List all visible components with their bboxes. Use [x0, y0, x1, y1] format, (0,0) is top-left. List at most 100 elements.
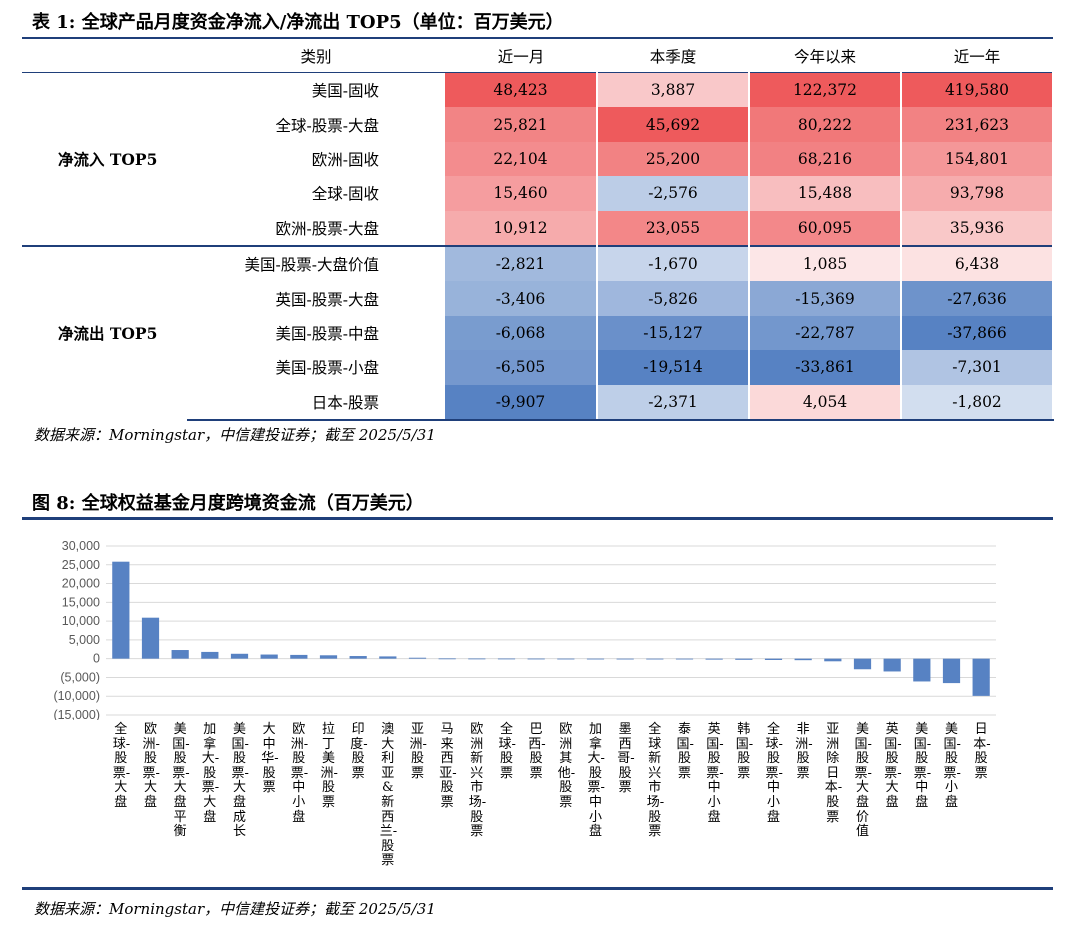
header-category: 类别: [187, 39, 445, 73]
bar: [408, 657, 427, 659]
category-cell: 日本-股票: [187, 384, 445, 421]
chart-gridlines: [106, 545, 996, 716]
category-cell: 欧洲-股票-大盘: [275, 219, 379, 238]
bar: [646, 658, 664, 660]
x-tick-label: 巴西-股票: [528, 722, 546, 781]
y-tick-label: 10,000: [62, 614, 100, 628]
value-cell: -1,670: [597, 244, 750, 282]
value-cell: -15,127: [597, 315, 750, 351]
header-quarter: 本季度: [597, 39, 749, 73]
bar: [141, 617, 160, 659]
y-tick-label: 30,000: [62, 539, 100, 553]
bar: [527, 658, 545, 660]
value-cell: -2,371: [597, 384, 750, 421]
x-tick-label: 英国-股票-中小盘: [706, 722, 724, 825]
value-cell: 25,821: [445, 107, 598, 142]
chart-bars: [112, 561, 990, 696]
value-cell: -27,636: [901, 281, 1054, 316]
x-tick-label: 欧洲新兴市场-股票: [468, 722, 487, 840]
value-cell: -3,406: [445, 281, 598, 316]
value-cell: 122,372: [749, 72, 902, 108]
bar: [290, 654, 308, 659]
table-row: 英国-股票-大盘 -3,406 -5,826 -15,369 -27,636: [22, 281, 1054, 316]
value-cell: 154,801: [901, 141, 1054, 177]
x-tick-label: 大中华-股票: [261, 722, 279, 796]
bar: [438, 658, 456, 660]
value-cell: 1,085: [749, 244, 902, 282]
value-cell: 93,798: [901, 176, 1054, 211]
value-cell: 15,488: [749, 176, 902, 211]
bar: [112, 561, 130, 659]
x-tick-label: 加拿大-股票-中小盘: [587, 722, 605, 840]
bar: [972, 658, 990, 696]
table-row: 欧洲-股票-大盘 10,912 23,055 60,095 35,936: [22, 210, 1054, 246]
value-cell: -7,301: [901, 350, 1054, 385]
x-tick-label: 英国-股票-大盘: [884, 722, 902, 810]
category-cell: 全球-固收: [311, 185, 379, 204]
value-cell: 6,438: [901, 244, 1054, 282]
x-tick-label: 全球新兴市场-股票: [646, 722, 665, 840]
category-cell: 全球-股票-大盘: [275, 116, 379, 135]
y-tick-label: (5,000): [60, 670, 100, 684]
value-cell: 22,104: [445, 141, 598, 177]
y-tick-label: 0: [93, 652, 100, 666]
value-cell: 10,912: [445, 210, 598, 246]
value-cell: 15,460: [445, 176, 598, 211]
x-tick-label: 美国-股票-大盘成长: [231, 722, 249, 840]
y-tick-label: (10,000): [53, 689, 100, 703]
bar: [942, 658, 961, 684]
value-cell: -15,369: [749, 281, 902, 316]
table1-top-rule: [22, 37, 1053, 39]
table-row: 全球-固收 15,460 -2,576 15,488 93,798: [22, 176, 1054, 211]
chart8-source: 数据来源：Morningstar，中信建投证券；截至 2025/5/31: [34, 900, 436, 918]
value-cell: -2,576: [597, 176, 750, 211]
y-tick-label: (15,000): [53, 708, 100, 720]
value-cell: -9,907: [445, 384, 598, 421]
value-cell: -22,787: [749, 315, 902, 351]
category-cell: 美国-股票-中盘: [275, 324, 379, 343]
value-cell: 23,055: [597, 210, 750, 246]
x-tick-label: 全球-股票-大盘: [112, 722, 131, 810]
value-cell: 80,222: [749, 107, 902, 142]
value-cell: -19,514: [597, 350, 750, 385]
x-tick-label: 日本-股票: [973, 722, 991, 781]
bar: [794, 658, 812, 661]
y-tick-label: 15,000: [62, 595, 100, 609]
value-cell: -1,802: [901, 384, 1054, 421]
category-cell: 美国-股票-小盘: [275, 359, 379, 378]
value-cell: 48,423: [445, 72, 598, 108]
table1-title: 表 1: 全球产品月度资金净流入/净流出 TOP5（单位：百万美元）: [32, 12, 564, 33]
value-cell: 419,580: [901, 72, 1054, 108]
bar: [201, 651, 219, 659]
table-row: 欧洲-固收 22,104 25,200 68,216 154,801: [22, 141, 1054, 177]
table-row: 日本-股票 -9,907 -2,371 4,054 -1,802: [22, 384, 1054, 421]
header-ytd: 今年以来: [749, 39, 901, 73]
x-tick-label: 拉丁美洲-股票: [320, 722, 338, 810]
value-cell: -33,861: [749, 350, 902, 385]
value-cell: 68,216: [749, 141, 902, 177]
y-axis-labels: 30,000 25,000 20,000 15,000 10,000 5,000 0 (5,0…: [53, 539, 100, 720]
chart8-top-rule: [22, 517, 1053, 520]
bar: [913, 658, 931, 682]
group-label-outflow: 净流出 TOP5: [22, 244, 187, 420]
bar: [171, 650, 189, 659]
value-cell: -2,821: [445, 244, 598, 282]
y-tick-label: 20,000: [62, 577, 100, 591]
bar: [764, 658, 783, 660]
x-tick-label: 亚洲除日本-股票: [824, 722, 843, 825]
bar: [735, 658, 753, 660]
x-tick-label: 墨西哥-股票: [617, 722, 635, 796]
bar: [705, 658, 723, 660]
chart8-title: 图 8: 全球权益基金月度跨境资金流（百万美元）: [32, 493, 424, 514]
header-year: 近一年: [901, 39, 1053, 73]
value-cell: 35,936: [901, 210, 1054, 246]
bar: [379, 656, 397, 659]
header-month: 近一月: [445, 39, 597, 73]
value-cell: 60,095: [749, 210, 902, 246]
fund-flow-chart: 30,000 25,000 20,000 15,000 10,000 5,000 0 (5,0…: [53, 539, 996, 720]
chart8-bottom-rule: [22, 887, 1053, 890]
x-tick-label: 马来西亚-股票: [439, 722, 457, 810]
header-group: [22, 39, 187, 73]
x-tick-label: 加拿大-股票-大盘: [201, 722, 220, 825]
x-tick-label: 亚洲-股票: [409, 722, 427, 781]
